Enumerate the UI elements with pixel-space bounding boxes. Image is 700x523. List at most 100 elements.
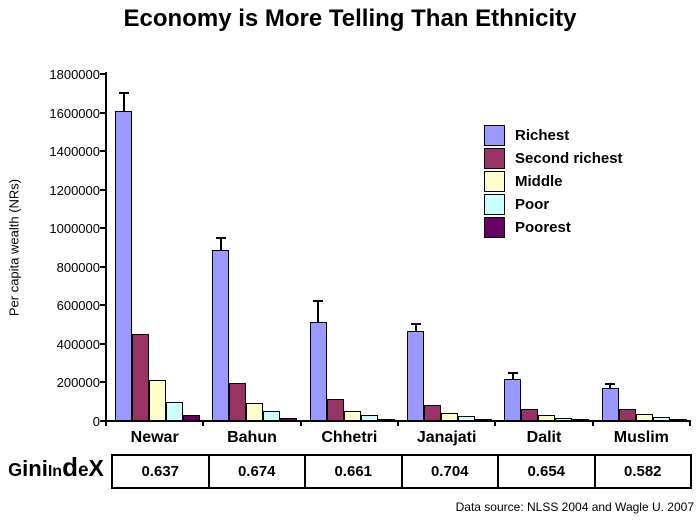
legend-item: Richest xyxy=(484,124,623,146)
legend-swatch xyxy=(484,216,505,238)
y-axis-tick xyxy=(100,342,105,345)
gini-label-char: i xyxy=(22,456,29,481)
y-axis-tick-label: 1000000 xyxy=(49,221,100,237)
legend-swatch xyxy=(484,170,505,192)
gini-index-table: 0.637 0.674 0.661 0.704 0.654 0.582 xyxy=(111,454,692,489)
y-axis-tick-label: 200000 xyxy=(56,375,100,391)
x-category-label: Dalit xyxy=(526,429,562,446)
bar-poor xyxy=(652,416,670,421)
legend-swatch xyxy=(484,193,505,215)
bar-richest xyxy=(212,250,230,421)
gini-label-char: G xyxy=(8,460,23,480)
error-bar-stem xyxy=(219,237,222,251)
gini-label-char: e xyxy=(77,460,89,481)
error-bar-cap xyxy=(507,371,518,374)
gini-label-char: X xyxy=(88,455,104,481)
legend-label: Poorest xyxy=(515,218,571,236)
gini-label-char: n xyxy=(28,456,42,481)
gini-value-cell: 0.637 xyxy=(111,454,210,489)
gini-label-char: I xyxy=(47,463,53,480)
y-axis-tick-label: 1200000 xyxy=(49,182,100,198)
bar-poor xyxy=(458,416,475,421)
legend-swatch xyxy=(484,147,505,169)
x-category-label: Newar xyxy=(130,429,179,446)
gini-value-cell: 0.654 xyxy=(497,454,596,489)
gini-value-cell: 0.661 xyxy=(304,454,403,489)
bar-second-richest xyxy=(132,334,149,421)
x-axis-tick xyxy=(591,421,594,426)
bar-middle xyxy=(343,411,361,421)
bar-poorest xyxy=(280,417,298,421)
x-axis-tick xyxy=(494,421,497,426)
bar-richest xyxy=(504,378,522,421)
error-bar-cap xyxy=(215,236,226,239)
y-axis-tick-label: 1800000 xyxy=(49,67,100,82)
error-bar-cap xyxy=(118,92,129,95)
x-category-label: Bahun xyxy=(227,429,277,446)
x-category-label: Janajati xyxy=(416,429,477,446)
y-axis-tick-label: 1400000 xyxy=(49,144,100,160)
y-axis-tick xyxy=(100,227,105,230)
legend-label: Middle xyxy=(515,172,563,190)
legend-swatch xyxy=(484,124,505,146)
gini-label-char: n xyxy=(52,463,63,480)
bar-richest xyxy=(407,331,424,421)
y-axis-tick-label: 600000 xyxy=(56,298,100,314)
bar-middle xyxy=(441,413,458,421)
bar-middle xyxy=(149,379,166,421)
y-axis-tick xyxy=(100,150,105,153)
bar-poorest xyxy=(183,415,200,421)
legend: Richest Second richest Middle Poor Poorest xyxy=(484,124,623,238)
data-source-note: Data source: NLSS 2004 and Wagle U. 2007 xyxy=(455,500,694,514)
error-bar-stem xyxy=(609,384,612,389)
y-axis-tick xyxy=(100,265,105,268)
legend-item: Poor xyxy=(484,193,623,215)
error-bar-stem xyxy=(414,323,417,332)
y-axis-tick-label: 0 xyxy=(92,414,100,429)
gini-label-char: d xyxy=(62,452,78,482)
x-category-label: Chhetri xyxy=(321,429,378,446)
y-axis-tick-label: 400000 xyxy=(56,336,100,352)
gini-value-cell: 0.674 xyxy=(207,454,306,489)
x-axis-tick xyxy=(299,421,302,426)
bar-middle xyxy=(538,415,556,421)
gini-value-cell: 0.704 xyxy=(400,454,499,489)
bar-poorest xyxy=(572,419,590,421)
bar-second-richest xyxy=(618,409,636,421)
x-axis-tick xyxy=(202,421,205,426)
legend-item: Second richest xyxy=(484,147,623,169)
bar-second-richest xyxy=(424,404,441,421)
error-bar-cap xyxy=(410,322,421,325)
y-axis-tick xyxy=(100,73,105,75)
gini-label-char: i xyxy=(41,456,48,481)
x-axis-tick xyxy=(689,421,691,426)
bar-poorest xyxy=(475,419,492,421)
bar-poor xyxy=(166,401,183,421)
legend-label: Richest xyxy=(515,126,570,144)
y-axis-line xyxy=(105,72,107,422)
bar-richest xyxy=(601,388,619,421)
error-bar-stem xyxy=(317,300,320,322)
bar-poorest xyxy=(377,419,395,421)
y-axis-tick xyxy=(100,420,105,422)
bar-poorest xyxy=(669,419,687,421)
y-axis-tick-label: 800000 xyxy=(56,259,100,275)
bar-richest xyxy=(309,321,327,421)
bar-richest xyxy=(115,110,132,421)
legend-label: Poor xyxy=(515,195,550,213)
legend-label: Second richest xyxy=(515,149,623,167)
legend-item: Middle xyxy=(484,170,623,192)
legend-item: Poorest xyxy=(484,216,623,238)
bar-poor xyxy=(263,411,281,421)
bar-second-richest xyxy=(521,409,539,421)
bar-second-richest xyxy=(326,398,344,421)
y-axis-tick xyxy=(100,381,105,384)
bar-poor xyxy=(360,415,378,421)
x-axis-tick xyxy=(397,421,399,426)
chart-title: Economy is More Telling Than Ethnicity xyxy=(123,5,577,32)
gini-value-cell: 0.582 xyxy=(593,454,692,489)
x-category-label: Muslim xyxy=(613,429,669,446)
y-axis-tick xyxy=(100,111,105,114)
